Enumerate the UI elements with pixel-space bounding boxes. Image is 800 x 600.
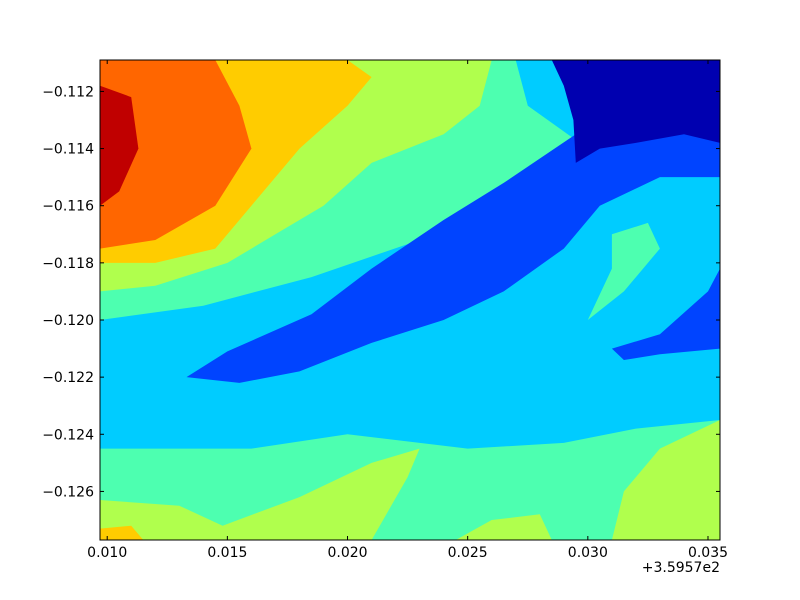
y-tick-label: −0.112 <box>42 84 94 100</box>
contour-region-level-4 <box>587 222 660 320</box>
contour-region-level-2 <box>611 268 720 360</box>
contour-region-level-1 <box>551 60 720 163</box>
y-tick-label: −0.126 <box>42 484 94 500</box>
x-tick-label: 0.015 <box>207 545 247 561</box>
contour-region-level-6 <box>100 525 144 540</box>
y-tick-label: −0.120 <box>42 313 94 329</box>
contour-region-level-8 <box>100 85 139 206</box>
y-tick-label: −0.122 <box>42 370 94 386</box>
y-tick-label: −0.118 <box>42 256 94 272</box>
x-tick-label: 0.010 <box>87 545 127 561</box>
y-tick-label: −0.124 <box>42 427 94 443</box>
contour-region-level-5 <box>455 514 552 540</box>
contour-region-level-5 <box>611 420 720 540</box>
plot-frame <box>99 59 721 541</box>
contour-regions <box>100 60 720 540</box>
x-tick-label: 0.030 <box>568 545 608 561</box>
y-tick-label: −0.116 <box>42 199 94 215</box>
x-tick-label: 0.035 <box>688 545 728 561</box>
contour-region-level-7 <box>100 60 252 249</box>
x-offset-label: +3.5957e2 <box>642 560 720 576</box>
contour-region-level-2 <box>186 85 720 383</box>
contour-region-level-5 <box>100 448 420 540</box>
y-tick-label: −0.114 <box>42 142 94 158</box>
x-tick-label: 0.025 <box>448 545 488 561</box>
y-axis: −0.112 −0.114 −0.116 −0.118 −0.120 −0.122 −0.1… <box>42 84 720 500</box>
x-tick-label: 0.020 <box>327 545 367 561</box>
x-axis: 0.010 0.015 0.020 0.025 0.030 0.035 <box>87 60 728 561</box>
